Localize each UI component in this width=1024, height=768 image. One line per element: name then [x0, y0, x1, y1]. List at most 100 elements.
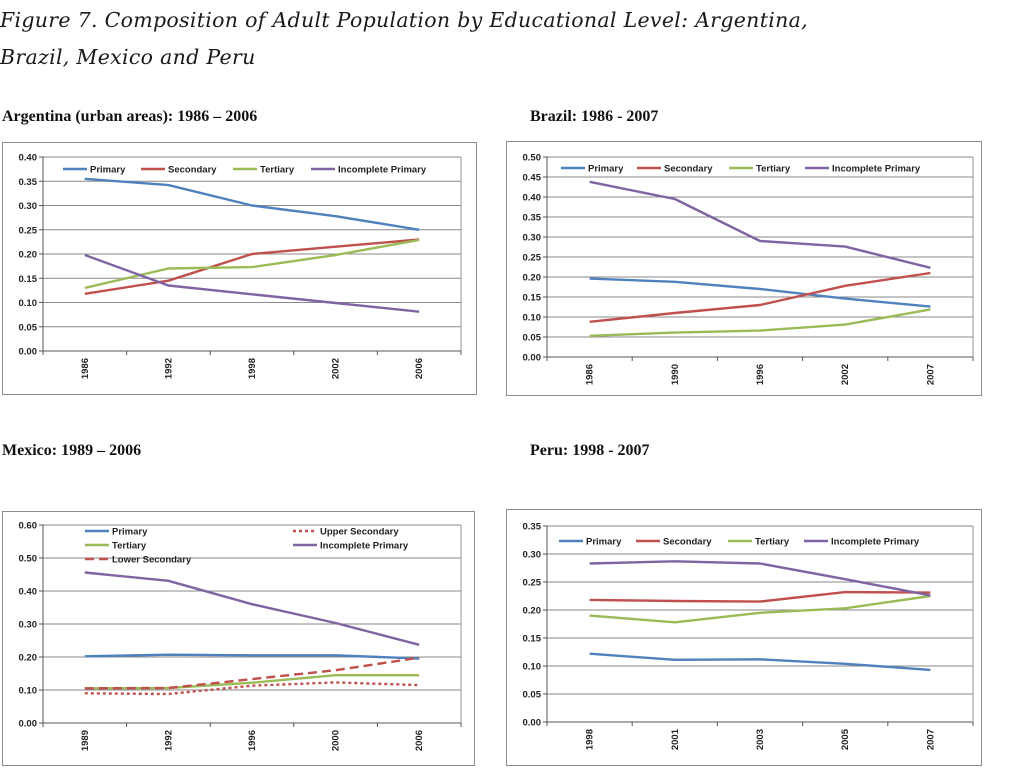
series-line-incomplete-primary: [589, 180, 931, 269]
y-tick-label: 0.15: [523, 634, 542, 645]
chart-svg: 0.00 0.05 0.10 0.15 0.20 0.25 0.30 0.35 0.40 0.45…: [523, 153, 974, 385]
series-line-secondary: [589, 590, 931, 603]
series-line-secondary: [84, 238, 420, 295]
y-tick-label: 0.10: [19, 686, 38, 697]
chart-svg: 0.00 0.05 0.10 0.15 0.20 0.25 0.30 0.35 0.40 1986…: [19, 153, 462, 379]
peru-panel-title: Peru: 1998 - 2007: [530, 442, 650, 459]
legend-label-tertiary: Tertiary: [756, 164, 791, 175]
x-tick-label: 2007: [925, 364, 936, 385]
x-tick-label: 1998: [585, 729, 596, 750]
y-tick-label: 0.05: [523, 690, 542, 701]
y-tick-label: 0.00: [523, 353, 542, 364]
y-tick-label: 0.05: [523, 333, 542, 344]
legend-label-incomplete-primary: Incomplete Primary: [831, 537, 920, 548]
chart-svg: 0.00 0.05 0.10 0.15 0.20 0.25 0.30 0.35 1998 2001…: [523, 522, 974, 750]
x-tick-label: 2002: [331, 358, 342, 379]
y-tick-label: 0.00: [19, 347, 38, 358]
series-line-tertiary: [84, 238, 420, 290]
series-line-primary: [589, 277, 931, 308]
series-line-primary: [84, 177, 420, 231]
y-tick-label: 0.20: [523, 606, 542, 617]
series-line-incomplete-primary: [84, 571, 420, 646]
legend-label-tertiary: Tertiary: [755, 537, 790, 548]
y-tick-label: 0.15: [19, 274, 38, 285]
x-tick-label: 1986: [80, 358, 91, 379]
y-tick-label: 0.05: [19, 322, 38, 333]
x-tick-label: 2006: [414, 730, 425, 751]
legend-label-incomplete-primary: Incomplete Primary: [832, 164, 921, 175]
x-tick-label: 1990: [670, 364, 681, 385]
y-tick-label: 0.25: [19, 225, 38, 236]
y-tick-label: 0.10: [523, 662, 542, 673]
y-tick-label: 0.30: [523, 233, 542, 244]
legend-label-primary: Primary: [112, 527, 148, 538]
y-tick-label: 0.00: [523, 718, 542, 729]
legend-label-primary: Primary: [586, 537, 622, 548]
legend-label-primary: Primary: [588, 164, 624, 175]
series-line-secondary: [589, 271, 931, 323]
y-tick-label: 0.00: [19, 719, 38, 730]
y-tick-label: 0.50: [19, 554, 38, 565]
argentina-chart: 0.00 0.05 0.10 0.15 0.20 0.25 0.30 0.35 0.40 1986…: [2, 142, 477, 395]
x-tick-label: 1992: [163, 730, 174, 751]
x-tick-label: 1998: [247, 358, 258, 379]
y-tick-label: 0.50: [523, 153, 542, 164]
x-tick-label: 2006: [414, 358, 425, 379]
legend-label-incomplete-primary: Incomplete Primary: [338, 165, 427, 176]
series-line-incomplete-primary: [84, 253, 420, 313]
x-tick-label: 1996: [247, 730, 258, 751]
y-tick-label: 0.15: [523, 293, 542, 304]
x-tick-label: 1996: [755, 364, 766, 385]
y-tick-label: 0.35: [523, 522, 542, 533]
series-line-upper-secondary: [84, 681, 420, 696]
peru-chart: 0.00 0.05 0.10 0.15 0.20 0.25 0.30 0.35 1998 2001…: [506, 509, 982, 766]
legend-label-tertiary: Tertiary: [112, 541, 147, 552]
x-tick-label: 1992: [163, 358, 174, 379]
y-tick-label: 0.30: [19, 201, 38, 212]
brazil-chart: 0.00 0.05 0.10 0.15 0.20 0.25 0.30 0.35 0.40 0.45…: [506, 141, 982, 396]
y-tick-label: 0.20: [523, 273, 542, 284]
y-tick-label: 0.30: [19, 620, 38, 631]
y-tick-label: 0.40: [19, 587, 38, 598]
figure-title-line-2: Brazil, Mexico and Peru: [0, 45, 256, 69]
y-tick-label: 0.60: [19, 521, 38, 532]
legend-label-secondary: Secondary: [664, 164, 713, 175]
legend-label-primary: Primary: [90, 165, 126, 176]
y-tick-label: 0.20: [19, 250, 38, 261]
series-line-incomplete-primary: [589, 560, 931, 597]
x-tick-label: 1986: [585, 364, 596, 385]
x-tick-label: 2002: [840, 364, 851, 385]
x-tick-label: 2003: [755, 729, 766, 750]
y-tick-label: 0.25: [523, 578, 542, 589]
y-tick-label: 0.40: [523, 193, 542, 204]
y-tick-label: 0.30: [523, 550, 542, 561]
mexico-chart: 0.00 0.10 0.20 0.30 0.40 0.50 0.60 1989 1992 1996…: [2, 511, 475, 766]
legend-label-secondary: Secondary: [168, 165, 217, 176]
series-line-primary: [84, 653, 420, 660]
mexico-panel-title: Mexico: 1989 – 2006: [2, 442, 142, 459]
series-line-tertiary: [589, 308, 931, 337]
series-line-primary: [589, 652, 931, 672]
series-line-tertiary: [589, 594, 931, 624]
chart-svg: 0.00 0.10 0.20 0.30 0.40 0.50 0.60 1989 1992 1996…: [19, 521, 462, 751]
x-tick-label: 2007: [925, 729, 936, 750]
y-tick-label: 0.35: [523, 213, 542, 224]
x-tick-label: 2000: [331, 730, 342, 751]
x-tick-label: 2001: [670, 728, 681, 750]
y-tick-label: 0.10: [523, 313, 542, 324]
y-tick-label: 0.35: [19, 177, 38, 188]
brazil-panel-title: Brazil: 1986 - 2007: [530, 108, 659, 125]
legend-label-incomplete-primary: Incomplete Primary: [320, 541, 409, 552]
argentina-panel-title: Argentina (urban areas): 1986 – 2006: [2, 108, 258, 125]
x-tick-label: 2005: [840, 728, 851, 750]
x-tick-label: 1989: [80, 730, 91, 751]
y-tick-label: 0.40: [19, 153, 38, 164]
y-tick-label: 0.45: [523, 173, 542, 184]
y-tick-label: 0.10: [19, 298, 38, 309]
y-tick-label: 0.20: [19, 653, 38, 664]
series-line-tertiary: [84, 673, 420, 690]
legend-label-upper-secondary: Upper Secondary: [320, 527, 399, 538]
y-tick-label: 0.25: [523, 253, 542, 264]
legend-label-secondary: Secondary: [663, 537, 712, 548]
legend-label-tertiary: Tertiary: [260, 165, 295, 176]
